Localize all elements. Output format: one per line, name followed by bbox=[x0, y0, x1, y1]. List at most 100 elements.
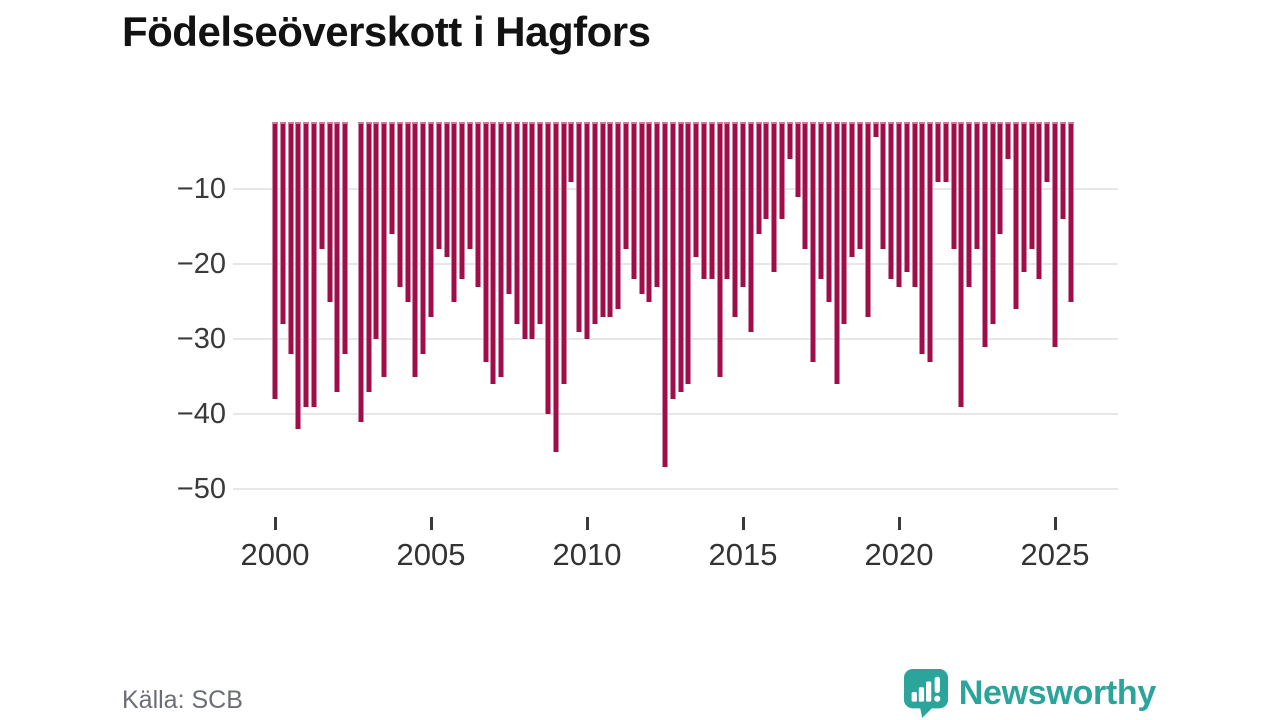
bar bbox=[872, 122, 879, 137]
bar bbox=[903, 122, 910, 272]
page-title: Födelseöverskott i Hagfors bbox=[122, 8, 651, 55]
bar bbox=[295, 122, 302, 429]
bar bbox=[467, 122, 473, 249]
bar bbox=[334, 122, 341, 392]
x-axis-tick-label: 2000 bbox=[240, 537, 310, 572]
bar bbox=[498, 122, 505, 377]
bar bbox=[646, 122, 653, 302]
bar bbox=[365, 122, 372, 392]
bar bbox=[786, 122, 793, 159]
bar bbox=[662, 122, 668, 467]
x-axis-tick-mark bbox=[1053, 517, 1057, 530]
bar bbox=[669, 122, 676, 399]
bar bbox=[1005, 122, 1012, 159]
bar bbox=[630, 122, 637, 279]
bar bbox=[935, 122, 941, 182]
plot-area bbox=[233, 114, 1118, 490]
bar bbox=[841, 122, 848, 324]
bar bbox=[482, 122, 489, 362]
bar bbox=[326, 122, 333, 302]
bar bbox=[724, 122, 731, 279]
bar bbox=[459, 122, 466, 279]
bar bbox=[857, 122, 863, 249]
gridline bbox=[233, 488, 1118, 490]
bar bbox=[443, 122, 450, 257]
y-axis-tick-label: −10 bbox=[176, 173, 226, 205]
bar bbox=[880, 122, 887, 249]
bar bbox=[763, 122, 770, 219]
bar bbox=[974, 122, 980, 249]
bar bbox=[981, 122, 988, 347]
bar bbox=[701, 122, 707, 279]
source-note: Källa: SCB bbox=[122, 686, 243, 714]
bar bbox=[342, 122, 349, 354]
bar bbox=[708, 122, 715, 279]
bar bbox=[958, 122, 965, 407]
bar bbox=[279, 122, 286, 324]
x-axis-tick-label: 2010 bbox=[552, 537, 622, 572]
y-axis-tick-label: −30 bbox=[176, 323, 226, 355]
bar bbox=[989, 122, 996, 324]
bar bbox=[1059, 122, 1066, 219]
bar bbox=[529, 122, 536, 339]
bar bbox=[599, 122, 606, 317]
bar bbox=[389, 122, 395, 234]
bar bbox=[747, 122, 754, 332]
bar bbox=[810, 122, 817, 362]
x-axis-tick-label: 2015 bbox=[708, 537, 778, 572]
bar bbox=[779, 122, 785, 219]
bar bbox=[716, 122, 723, 377]
bar bbox=[732, 122, 739, 317]
bar bbox=[927, 122, 934, 362]
bar bbox=[420, 122, 427, 354]
newsworthy-logo: Newsworthy bbox=[903, 668, 1156, 718]
bar bbox=[615, 122, 622, 309]
x-axis-tick-mark bbox=[273, 517, 277, 530]
y-axis-tick-label: −40 bbox=[176, 398, 226, 430]
bar bbox=[412, 122, 419, 377]
bar bbox=[1052, 122, 1058, 347]
bar bbox=[740, 122, 746, 287]
x-axis-tick-mark bbox=[741, 517, 745, 530]
bar bbox=[311, 122, 317, 407]
bar bbox=[506, 122, 512, 294]
bar bbox=[677, 122, 684, 392]
bar bbox=[357, 122, 364, 422]
bar bbox=[685, 122, 692, 384]
bar bbox=[771, 122, 778, 272]
y-axis-tick-label: −20 bbox=[176, 248, 226, 280]
bar bbox=[911, 122, 918, 287]
bar bbox=[318, 122, 325, 249]
bar bbox=[638, 122, 645, 294]
bar bbox=[490, 122, 497, 384]
bar bbox=[896, 122, 902, 287]
bar bbox=[1067, 122, 1074, 302]
y-axis-tick-label: −50 bbox=[176, 473, 226, 505]
bar bbox=[888, 122, 895, 279]
bar bbox=[568, 122, 575, 182]
bar bbox=[435, 122, 442, 249]
bar bbox=[576, 122, 583, 332]
bar bbox=[1036, 122, 1043, 279]
bar bbox=[584, 122, 590, 339]
bar bbox=[942, 122, 949, 182]
bar bbox=[919, 122, 926, 354]
bar bbox=[950, 122, 957, 249]
bar bbox=[623, 122, 629, 249]
x-axis-tick-label: 2005 bbox=[396, 537, 466, 572]
bar bbox=[818, 122, 824, 279]
bar bbox=[521, 122, 528, 339]
x-axis-tick-mark bbox=[585, 517, 589, 530]
bar bbox=[287, 122, 294, 354]
bar bbox=[552, 122, 559, 452]
newsworthy-icon bbox=[903, 668, 949, 718]
bar bbox=[802, 122, 809, 249]
bar bbox=[591, 122, 598, 324]
bar bbox=[1028, 122, 1035, 249]
bar bbox=[396, 122, 403, 287]
bar bbox=[654, 122, 661, 287]
bar bbox=[537, 122, 544, 324]
bar bbox=[381, 122, 388, 377]
bar bbox=[825, 122, 832, 302]
bar bbox=[513, 122, 520, 324]
